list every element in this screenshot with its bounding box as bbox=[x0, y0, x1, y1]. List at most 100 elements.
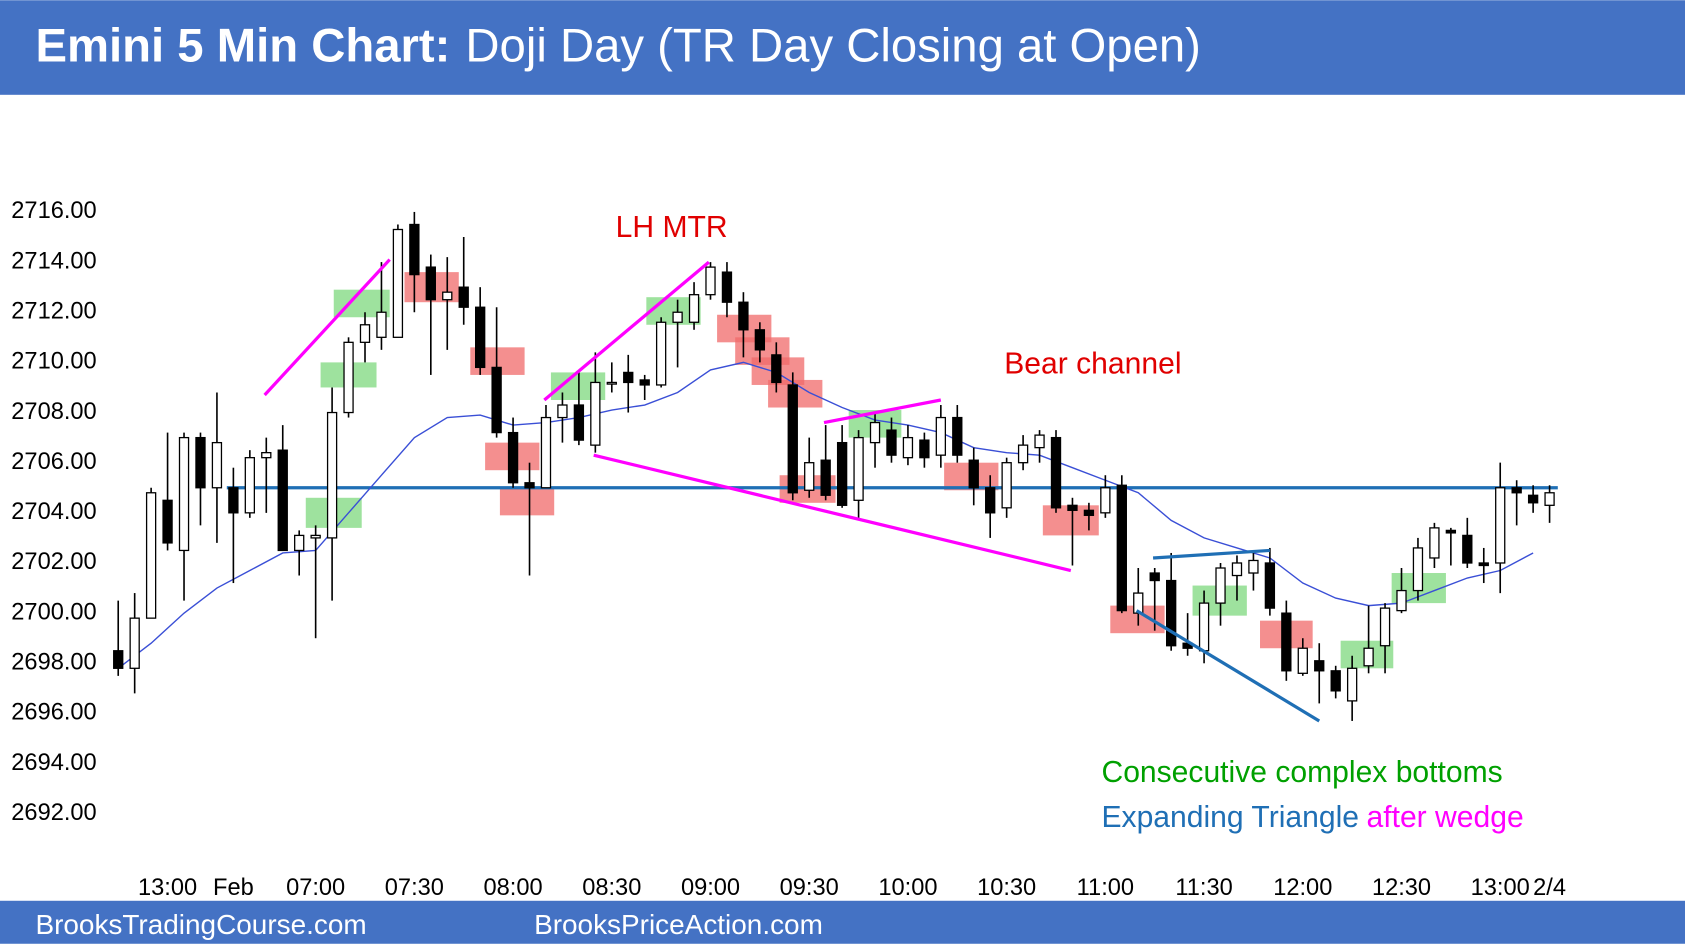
candle-body bbox=[688, 294, 700, 323]
candle-body bbox=[1412, 547, 1424, 592]
candle-body bbox=[491, 366, 502, 434]
footer-right: BrooksPriceAction.com bbox=[534, 909, 823, 940]
candle-body bbox=[343, 341, 354, 414]
x-tick-label: Feb bbox=[213, 875, 254, 901]
y-tick-label: 2708.00 bbox=[11, 399, 96, 425]
x-tick-label: 09:30 bbox=[780, 875, 839, 901]
candle-body bbox=[787, 384, 798, 494]
candle-body bbox=[145, 492, 157, 619]
footer-left: BrooksTradingCourse.com bbox=[35, 909, 366, 940]
candle-body bbox=[639, 379, 650, 386]
candle-body bbox=[853, 436, 864, 501]
candle-body bbox=[228, 487, 239, 514]
candle-body bbox=[195, 436, 206, 489]
candle-body bbox=[326, 411, 338, 539]
candle-body bbox=[1198, 602, 1210, 652]
candle-body bbox=[129, 617, 140, 669]
candle-body bbox=[705, 266, 716, 296]
candle-body bbox=[1067, 504, 1078, 511]
candle-body bbox=[261, 452, 272, 459]
x-tick-label: 12:00 bbox=[1273, 875, 1332, 901]
x-tick-label: 11:30 bbox=[1175, 875, 1232, 901]
y-tick-label: 2714.00 bbox=[11, 248, 96, 274]
x-tick-label: 13:00 bbox=[138, 875, 197, 901]
candle-body bbox=[1429, 527, 1440, 559]
x-tick-label: 13:00 bbox=[1471, 875, 1530, 901]
candle-body bbox=[1050, 436, 1062, 509]
candle-body bbox=[1379, 607, 1391, 647]
annotation: Bear channel bbox=[1004, 348, 1181, 381]
trend-line bbox=[593, 453, 1072, 573]
x-tick-label: 10:00 bbox=[878, 875, 937, 901]
candle-body bbox=[376, 311, 387, 338]
candle-body bbox=[1166, 579, 1177, 647]
candle-body bbox=[738, 301, 749, 331]
y-tick-label: 2702.00 bbox=[11, 549, 96, 575]
candle-body bbox=[1149, 572, 1160, 582]
candle-body bbox=[359, 324, 371, 343]
y-tick-label: 2706.00 bbox=[11, 449, 96, 475]
annotation: Consecutive complex bottoms bbox=[1101, 756, 1502, 789]
candle-body bbox=[1017, 444, 1029, 464]
y-tick-label: 2710.00 bbox=[11, 349, 96, 375]
candle-body bbox=[1116, 484, 1127, 612]
candle-body bbox=[1346, 667, 1358, 702]
candle-body bbox=[1511, 487, 1522, 494]
candle-body bbox=[655, 321, 667, 386]
candle-body bbox=[1297, 647, 1308, 674]
candle-body bbox=[1330, 670, 1341, 692]
candle-body bbox=[1264, 562, 1276, 609]
candle-body bbox=[590, 381, 601, 446]
candle-body bbox=[1544, 492, 1555, 506]
candle-body bbox=[1478, 562, 1489, 567]
candle-body bbox=[507, 431, 519, 484]
x-tick-label: 10:30 bbox=[977, 875, 1036, 901]
candle-body bbox=[1495, 487, 1506, 564]
candle-body bbox=[540, 416, 552, 489]
candle-body bbox=[573, 404, 585, 441]
candle-body bbox=[771, 354, 782, 384]
candle-body bbox=[623, 371, 634, 384]
candle-body bbox=[1281, 612, 1292, 672]
candle-body bbox=[1100, 487, 1111, 514]
candle-body bbox=[1396, 589, 1407, 612]
candle-body bbox=[606, 381, 617, 385]
candle-body bbox=[277, 449, 288, 552]
y-tick-label: 2696.00 bbox=[11, 700, 96, 726]
title-text: Doji Day (TR Day Closing at Open) bbox=[465, 20, 1200, 73]
x-tick-label: 08:00 bbox=[484, 875, 543, 901]
candle-body bbox=[442, 291, 453, 301]
y-tick-label: 2700.00 bbox=[11, 599, 96, 625]
y-tick-label: 2694.00 bbox=[11, 750, 96, 776]
candle-body bbox=[310, 534, 321, 539]
candle-body bbox=[1215, 567, 1226, 604]
x-tick-label: 07:00 bbox=[286, 875, 345, 901]
x-tick-label: 2/4 bbox=[1533, 875, 1566, 901]
candle-body bbox=[968, 459, 979, 489]
candle-body bbox=[1462, 534, 1473, 564]
candle-body bbox=[985, 487, 996, 514]
candle-body bbox=[211, 441, 223, 489]
y-tick-label: 2716.00 bbox=[11, 198, 96, 224]
candle-body bbox=[1248, 559, 1259, 574]
footer-band bbox=[0, 900, 1685, 944]
y-tick-label: 2692.00 bbox=[11, 800, 96, 826]
ema-line bbox=[117, 361, 1534, 669]
y-tick-label: 2698.00 bbox=[11, 650, 96, 676]
candle-body bbox=[820, 459, 831, 496]
candle-body bbox=[557, 404, 568, 419]
candle-body bbox=[672, 311, 683, 323]
title-bold: Emini 5 Min Chart: bbox=[35, 20, 450, 73]
candle-body bbox=[1314, 660, 1325, 672]
candle-body bbox=[113, 650, 124, 669]
annotation: after wedge bbox=[1367, 801, 1524, 834]
candle-body bbox=[1527, 494, 1539, 504]
annotation: Expanding Triangle bbox=[1101, 801, 1359, 834]
candle-body bbox=[294, 534, 305, 552]
annotation: LH MTR bbox=[616, 211, 728, 244]
candle-body bbox=[475, 306, 486, 369]
y-tick-label: 2712.00 bbox=[11, 298, 96, 324]
trend-line bbox=[1135, 609, 1321, 723]
